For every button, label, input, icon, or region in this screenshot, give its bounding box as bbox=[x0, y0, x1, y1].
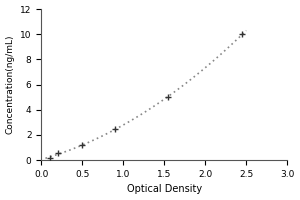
Y-axis label: Concentration(ng/mL): Concentration(ng/mL) bbox=[6, 35, 15, 134]
X-axis label: Optical Density: Optical Density bbox=[127, 184, 202, 194]
